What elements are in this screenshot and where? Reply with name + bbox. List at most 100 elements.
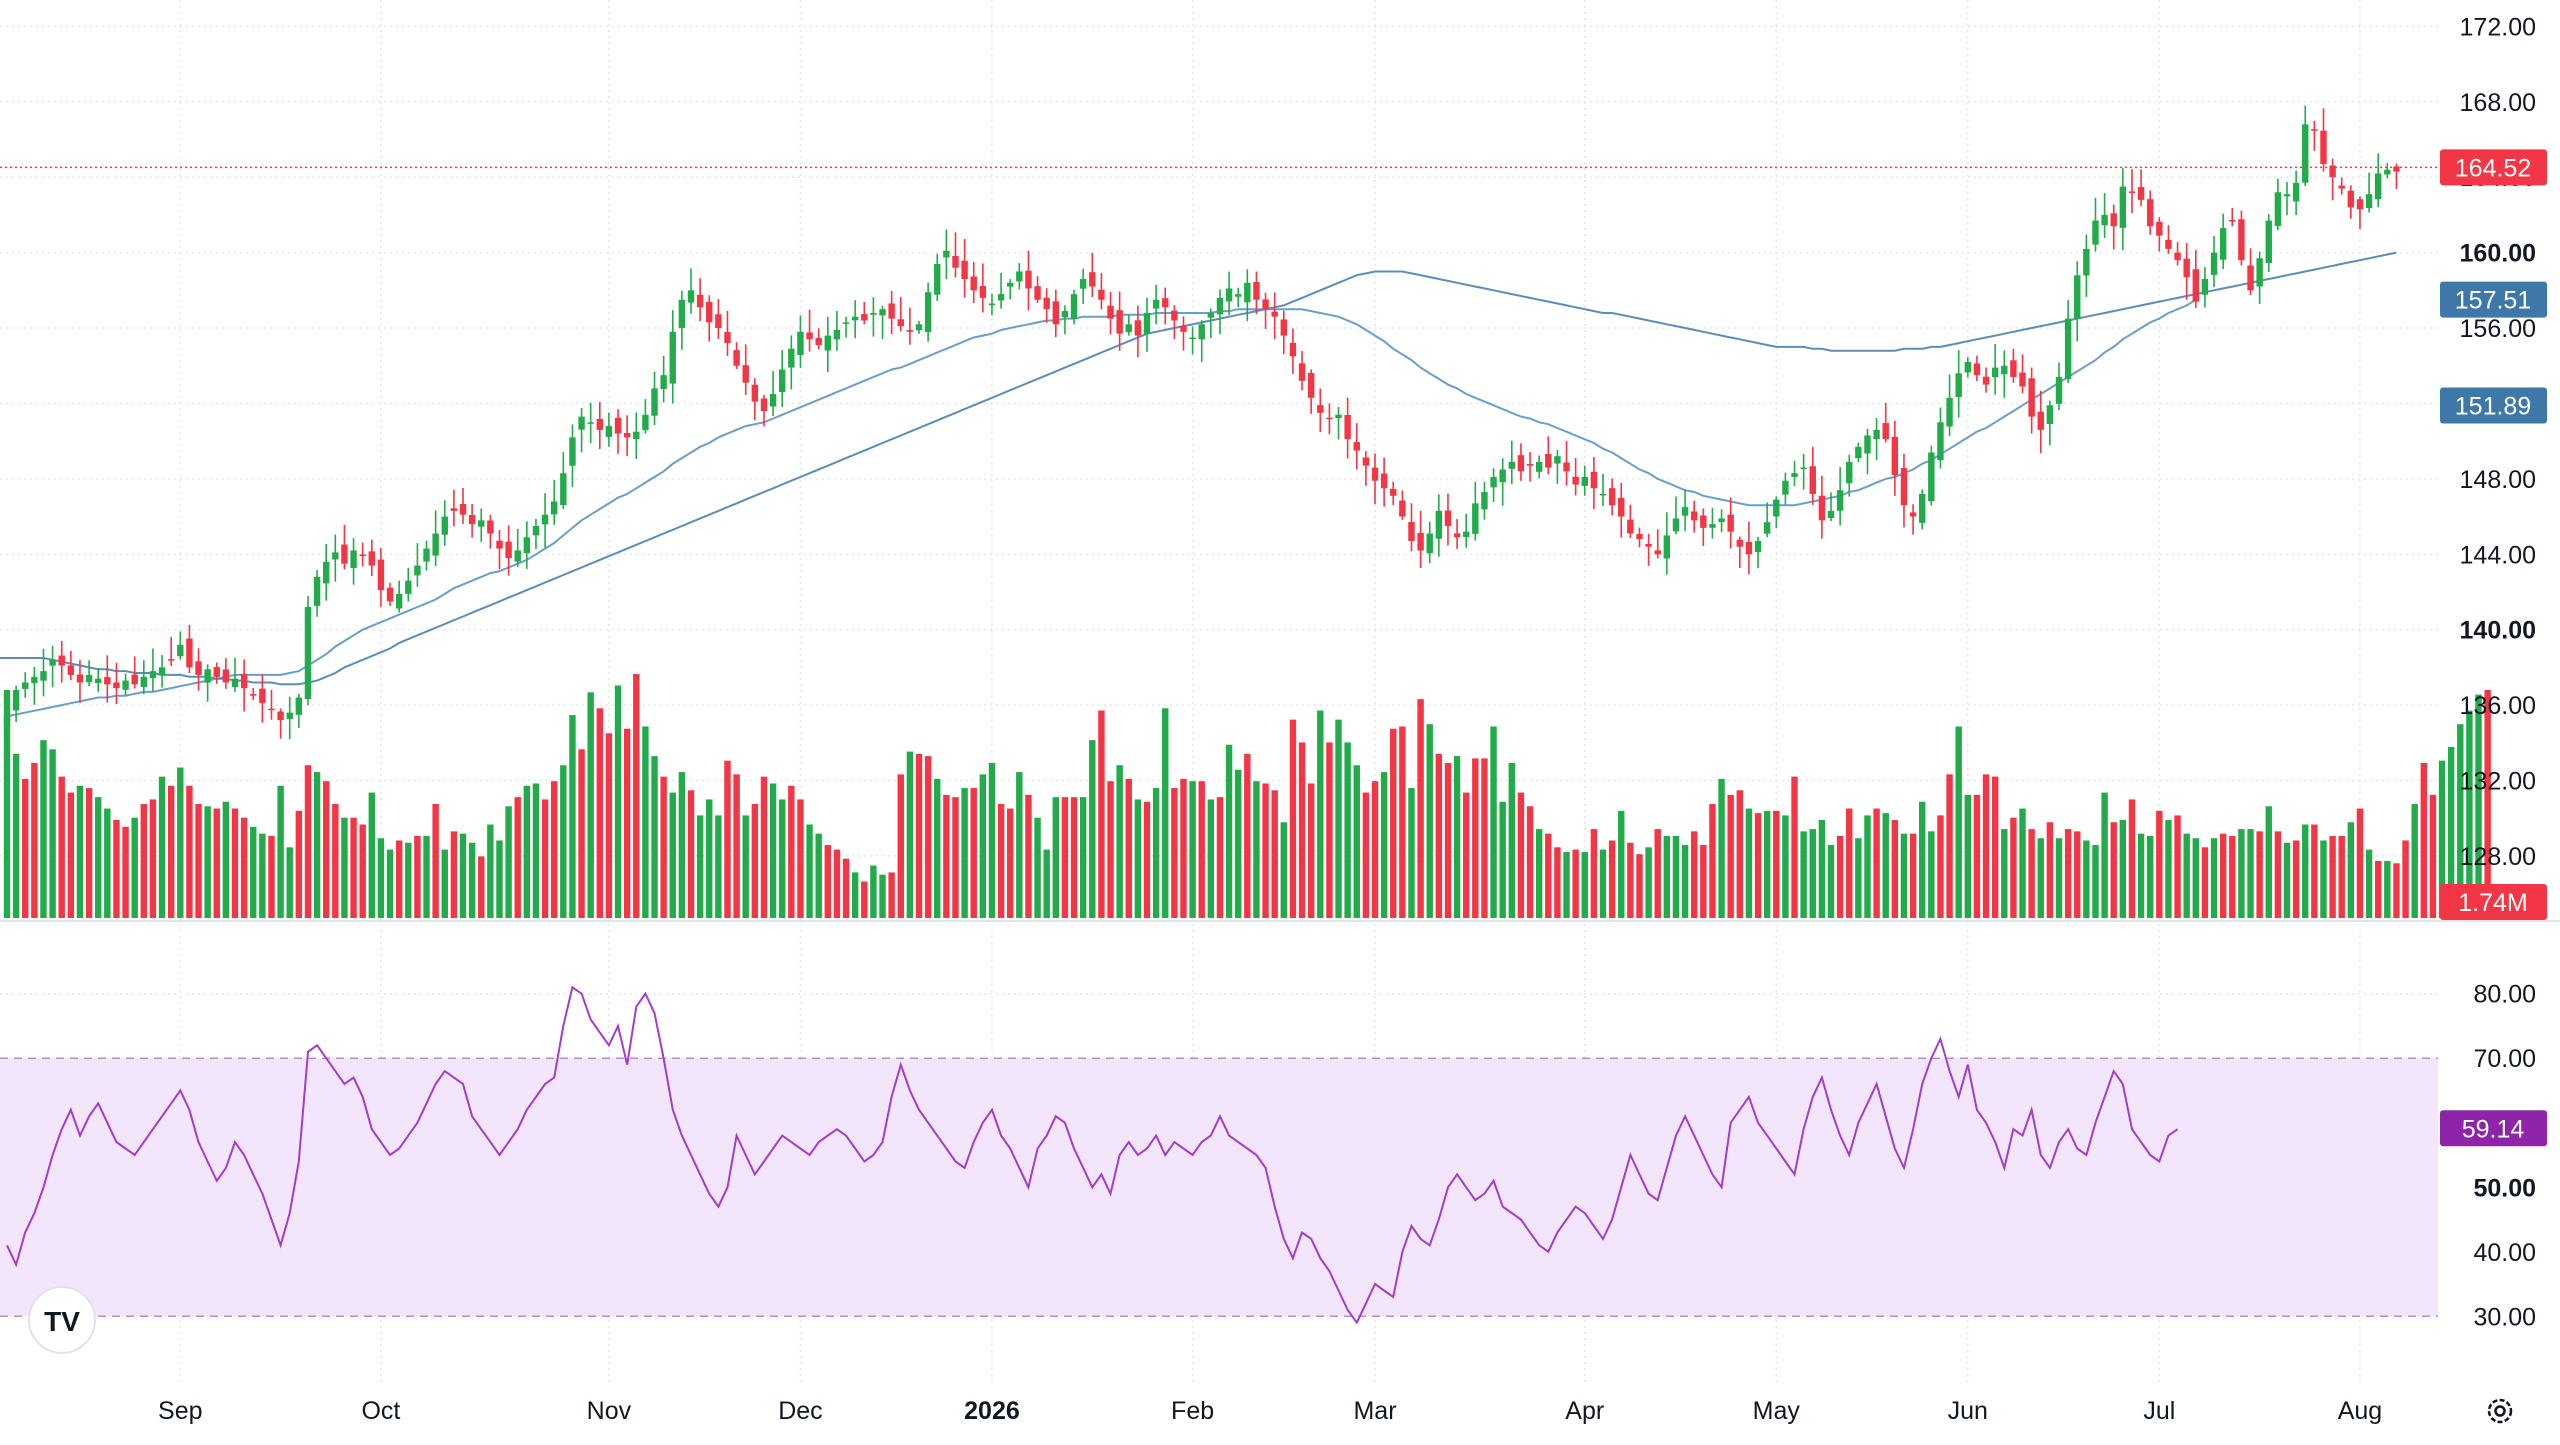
settings-gear-icon[interactable] xyxy=(2487,1398,2513,1424)
time-tick-label: Mar xyxy=(1353,1397,1396,1425)
candle xyxy=(2156,217,2163,252)
candle xyxy=(95,668,102,692)
volume-bar xyxy=(186,785,193,918)
candle xyxy=(1079,268,1087,304)
volume-bar xyxy=(122,826,129,918)
volume-bar xyxy=(1143,801,1151,918)
candle xyxy=(113,662,120,705)
volume-bar xyxy=(1672,835,1680,918)
volume-bar xyxy=(715,815,722,918)
rsi-tick-label: 80.00 xyxy=(2473,981,2536,1009)
candle xyxy=(934,253,941,301)
candle xyxy=(405,567,412,602)
volume-bar xyxy=(240,817,248,918)
volume-bar xyxy=(1134,799,1142,918)
candle xyxy=(1362,451,1370,486)
volume-bar xyxy=(2101,792,2108,918)
candle xyxy=(1882,402,1889,443)
volume-bar xyxy=(1773,810,1780,918)
volume-bar xyxy=(1417,699,1424,918)
rsi-tick-label: 70.00 xyxy=(2473,1045,2536,1073)
volume-bar xyxy=(2484,690,2491,918)
candle xyxy=(1754,536,1762,569)
volume-bar xyxy=(1225,744,1233,918)
price-tick-label: 148.00 xyxy=(2460,466,2536,494)
volume-bar xyxy=(1344,742,1351,918)
axes: 172.00168.00164.00160.00156.00152.00148.… xyxy=(158,13,2536,1425)
volume-bar xyxy=(1089,740,1096,918)
volume-bar xyxy=(268,835,275,918)
volume-bar xyxy=(1763,810,1771,918)
volume-bar xyxy=(669,792,676,918)
volume-bar xyxy=(2064,829,2072,918)
volume-bar xyxy=(2256,831,2263,918)
volume-bar xyxy=(67,792,75,918)
volume-bar xyxy=(1554,847,1561,918)
candle xyxy=(1289,328,1297,374)
volume-bar xyxy=(2292,840,2300,918)
candle xyxy=(879,305,886,339)
candle xyxy=(906,307,914,345)
candle xyxy=(1444,493,1452,546)
volume-bar xyxy=(806,824,813,918)
volume-bar xyxy=(2046,822,2054,918)
grid-lines xyxy=(0,0,2560,1385)
volume-bar xyxy=(386,849,394,918)
volume-bar xyxy=(2028,829,2035,918)
volume-bar xyxy=(1754,813,1762,918)
volume-bar xyxy=(1691,831,1698,918)
volume-bar xyxy=(2219,833,2227,918)
candle xyxy=(1709,507,1716,539)
volume-bar xyxy=(3,690,11,918)
candle xyxy=(2247,248,2254,296)
candle xyxy=(633,412,640,459)
volume-bar xyxy=(2247,829,2254,918)
candle xyxy=(1891,420,1899,496)
candle xyxy=(295,693,303,729)
volume-bar xyxy=(277,785,284,918)
candle xyxy=(1846,454,1853,497)
volume-bar xyxy=(450,831,458,918)
candle xyxy=(259,674,266,723)
candle xyxy=(623,415,631,457)
volume-bar xyxy=(31,762,38,918)
candle xyxy=(1390,481,1397,505)
candle xyxy=(1909,504,1917,535)
rsi-line xyxy=(6,985,2179,1325)
candle xyxy=(286,696,293,740)
candle xyxy=(1408,503,1415,552)
volume-bar xyxy=(1262,783,1269,918)
candle xyxy=(2375,153,2382,208)
volume-bar xyxy=(104,808,111,918)
volume-bar xyxy=(2411,804,2418,918)
candle xyxy=(31,667,38,705)
candle xyxy=(478,508,485,542)
volume-bar xyxy=(1508,762,1515,918)
candle xyxy=(961,238,968,298)
candle xyxy=(532,518,540,550)
candle xyxy=(970,262,977,304)
tradingview-logo[interactable]: TV xyxy=(28,1286,96,1354)
volume-bar xyxy=(1244,753,1251,918)
svg-text:59.14: 59.14 xyxy=(2462,1115,2525,1143)
candle xyxy=(76,659,84,703)
candle xyxy=(514,528,521,567)
candle xyxy=(779,350,786,407)
volume-bar xyxy=(295,810,303,918)
rsi-tick-label: 40.00 xyxy=(2473,1239,2536,1267)
volume-bar xyxy=(678,772,686,918)
volume-bar xyxy=(2347,822,2355,918)
candle xyxy=(1554,450,1561,484)
volume-bar xyxy=(2119,819,2127,918)
candle xyxy=(669,310,676,404)
candle xyxy=(523,521,531,569)
volume-bar xyxy=(779,799,786,918)
candle xyxy=(1399,490,1406,520)
candle xyxy=(1599,473,1607,506)
candle xyxy=(915,320,923,334)
volume-bar xyxy=(2265,806,2272,918)
volume-bar xyxy=(851,872,859,918)
volume-bar xyxy=(952,797,959,918)
